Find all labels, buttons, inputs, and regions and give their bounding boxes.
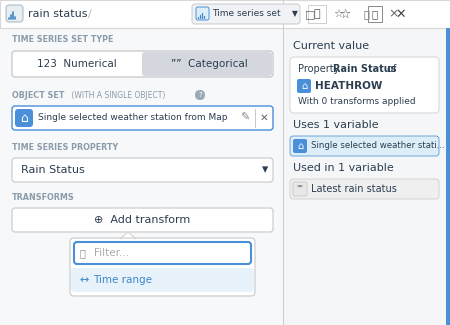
FancyBboxPatch shape	[196, 7, 209, 20]
Text: TIME SERIES PROPERTY: TIME SERIES PROPERTY	[12, 144, 118, 152]
FancyBboxPatch shape	[12, 106, 273, 130]
Text: 🗑: 🗑	[372, 9, 378, 19]
Text: Used in 1 variable: Used in 1 variable	[293, 163, 394, 173]
FancyBboxPatch shape	[74, 242, 251, 264]
FancyBboxPatch shape	[290, 136, 439, 156]
Text: ▾: ▾	[262, 163, 268, 176]
Text: ⬜: ⬜	[363, 9, 369, 19]
Text: (WITH A SINGLE OBJECT): (WITH A SINGLE OBJECT)	[69, 90, 166, 99]
Bar	[446, 28, 450, 325]
Text: Single selected weather stati...: Single selected weather stati...	[311, 141, 445, 150]
Text: Uses 1 variable: Uses 1 variable	[293, 120, 378, 130]
Text: ↔: ↔	[79, 275, 88, 285]
Text: ?: ?	[198, 92, 202, 98]
Text: ▼: ▼	[292, 9, 298, 19]
Text: /: /	[88, 9, 92, 19]
FancyBboxPatch shape	[70, 238, 255, 296]
Text: ✎: ✎	[240, 113, 250, 123]
FancyBboxPatch shape	[12, 158, 273, 182]
FancyBboxPatch shape	[297, 79, 311, 93]
Text: ””  Categorical: ”” Categorical	[171, 59, 248, 69]
Text: rain status: rain status	[28, 9, 87, 19]
FancyBboxPatch shape	[12, 208, 273, 232]
Text: ✕: ✕	[396, 7, 406, 20]
FancyBboxPatch shape	[15, 109, 33, 127]
Text: OBJECT SET: OBJECT SET	[12, 90, 64, 99]
Text: ⊕  Add transform: ⊕ Add transform	[94, 215, 190, 225]
FancyBboxPatch shape	[293, 139, 307, 153]
Bar	[308, 5, 326, 23]
FancyBboxPatch shape	[195, 90, 205, 100]
Text: □: □	[305, 9, 315, 19]
Text: ⧉: ⧉	[314, 9, 320, 19]
Text: Rain Status: Rain Status	[333, 64, 396, 74]
Bar	[283, 28, 450, 325]
Text: TIME SERIES SET TYPE: TIME SERIES SET TYPE	[12, 35, 113, 45]
FancyBboxPatch shape	[6, 5, 23, 22]
Text: With 0 transforms applied: With 0 transforms applied	[298, 98, 416, 107]
Text: Single selected weather station from Map: Single selected weather station from Map	[38, 113, 228, 123]
FancyBboxPatch shape	[293, 182, 307, 196]
Text: of: of	[384, 64, 396, 74]
Text: 🔍: 🔍	[80, 248, 86, 258]
Text: Current value: Current value	[293, 41, 369, 51]
FancyBboxPatch shape	[192, 4, 300, 24]
Text: ☆: ☆	[339, 7, 351, 20]
Text: Time series set: Time series set	[212, 9, 281, 19]
Text: Rain Status: Rain Status	[21, 165, 85, 175]
Text: 123  Numerical: 123 Numerical	[37, 59, 117, 69]
Bar	[0, 28, 283, 325]
Text: ☆: ☆	[333, 9, 343, 19]
Bar	[0, 0, 450, 28]
FancyBboxPatch shape	[71, 268, 254, 292]
Text: Filter...: Filter...	[94, 248, 129, 258]
FancyBboxPatch shape	[142, 52, 272, 76]
FancyBboxPatch shape	[290, 179, 439, 199]
Text: ×: ×	[389, 7, 399, 20]
FancyBboxPatch shape	[12, 51, 273, 77]
Polygon shape	[120, 232, 136, 239]
Text: HEATHROW: HEATHROW	[315, 81, 382, 91]
Text: ⌂: ⌂	[20, 111, 28, 124]
Text: TRANSFORMS: TRANSFORMS	[12, 193, 75, 202]
FancyBboxPatch shape	[290, 57, 439, 113]
Text: ⌂: ⌂	[301, 81, 307, 91]
Text: ✕: ✕	[260, 113, 268, 123]
Text: "": ""	[297, 185, 303, 193]
Text: Property: Property	[298, 64, 342, 74]
Text: ⌂: ⌂	[297, 141, 303, 151]
Bar	[368, 6, 382, 22]
Text: Time range: Time range	[93, 275, 152, 285]
Text: Latest rain status: Latest rain status	[311, 184, 397, 194]
